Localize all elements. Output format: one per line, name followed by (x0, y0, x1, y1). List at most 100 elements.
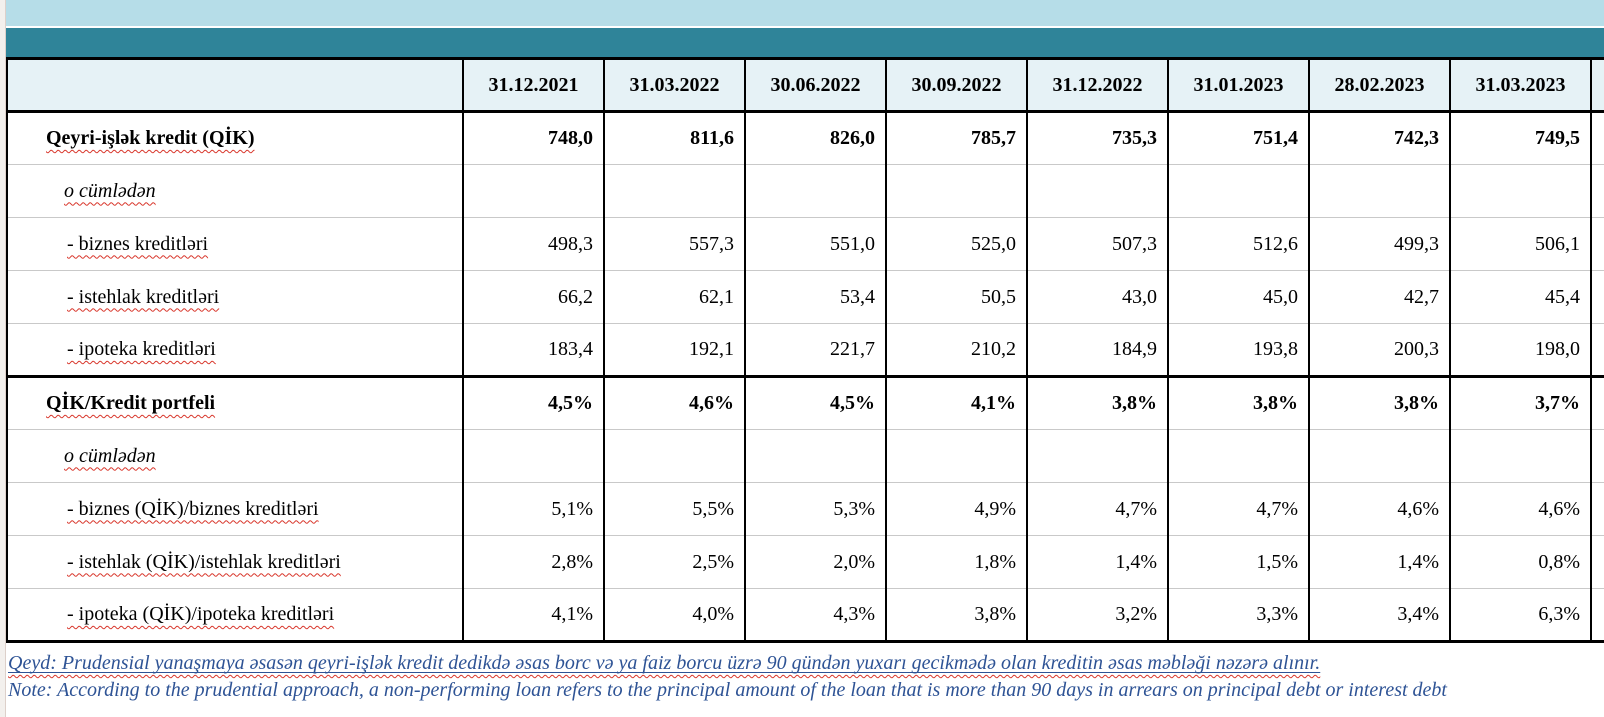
row-label: - istehlak kreditləri (7, 270, 463, 324)
npl-table: 31.12.2021 31.03.2022 30.06.2022 30.09.2022… (6, 57, 1604, 643)
value-cell: 498,3 (462, 217, 604, 271)
value-cell: 3,2% (1026, 588, 1168, 642)
value-cell: 4,0% (603, 588, 745, 642)
value-cell (462, 164, 604, 218)
row-sliver-cell (1590, 323, 1604, 377)
note-az: Qeyd: Prudensial yanaşmaya əsasən qeyri-… (8, 650, 1598, 677)
row-sliver-cell (1590, 217, 1604, 271)
table-row: - istehlak (QİK)/istehlak kreditləri 2,8%… (7, 535, 1604, 589)
value-cell: 45,0 (1167, 270, 1309, 324)
value-cell: 4,5% (462, 375, 604, 430)
value-cell: 1,5% (1167, 535, 1309, 589)
value-cell: 748,0 (462, 111, 604, 165)
row-label-text: - ipoteka kreditləri (67, 338, 216, 360)
value-cell: 551,0 (744, 217, 886, 271)
value-cell: 4,3% (744, 588, 886, 642)
value-cell: 4,5% (744, 375, 886, 430)
value-cell (885, 429, 1027, 483)
value-cell: 43,0 (1026, 270, 1168, 324)
row-label-text: o cümlədən (64, 179, 156, 202)
value-cell: 6,3% (1449, 588, 1591, 642)
column-header: 30.09.2022 (885, 58, 1027, 113)
value-cell: 0,8% (1449, 535, 1591, 589)
row-sliver-cell (1590, 375, 1604, 430)
column-header: 31.03.2023 (1449, 58, 1591, 113)
row-sliver-cell (1590, 164, 1604, 218)
note-en: Note: According to the prudential approa… (8, 677, 1598, 704)
value-cell (1449, 164, 1591, 218)
value-cell: 3,8% (885, 588, 1027, 642)
table-row: QİK/Kredit portfeli 4,5% 4,6% 4,5% 4,1% 3,8% 3… (7, 375, 1604, 430)
value-cell (1308, 429, 1450, 483)
row-label: - istehlak (QİK)/istehlak kreditləri (7, 535, 463, 589)
value-cell: 2,0% (744, 535, 886, 589)
header-sliver-cell (1590, 58, 1604, 113)
value-cell: 5,3% (744, 482, 886, 536)
value-cell: 3,3% (1167, 588, 1309, 642)
value-cell (1449, 429, 1591, 483)
note-az-text: Qeyd: Prudensial yanaşmaya əsasən qeyri-… (8, 652, 1321, 674)
value-cell: 45,4 (1449, 270, 1591, 324)
row-label: - ipoteka (QİK)/ipoteka kreditləri (7, 588, 463, 642)
row-label-text: Qeyri-işlək kredit (QİK) (46, 127, 255, 149)
value-cell: 4,6% (603, 375, 745, 430)
row-label-text: - ipoteka (QİK)/ipoteka kreditləri (67, 603, 335, 625)
value-cell: 5,1% (462, 482, 604, 536)
value-cell: 50,5 (885, 270, 1027, 324)
value-cell: 507,3 (1026, 217, 1168, 271)
value-cell: 193,8 (1167, 323, 1309, 377)
value-cell: 3,4% (1308, 588, 1450, 642)
column-header: 31.12.2021 (462, 58, 604, 113)
value-cell: 3,8% (1308, 375, 1450, 430)
row-label: - ipoteka kreditləri (7, 323, 463, 377)
teal-title-band (6, 28, 1604, 57)
value-cell: 3,8% (1167, 375, 1309, 430)
value-cell: 749,5 (1449, 111, 1591, 165)
value-cell (885, 164, 1027, 218)
value-cell: 785,7 (885, 111, 1027, 165)
value-cell: 512,6 (1167, 217, 1309, 271)
value-cell: 499,3 (1308, 217, 1450, 271)
column-header: 31.12.2022 (1026, 58, 1168, 113)
value-cell: 3,8% (1026, 375, 1168, 430)
value-cell (462, 429, 604, 483)
value-cell: 198,0 (1449, 323, 1591, 377)
value-cell: 3,7% (1449, 375, 1591, 430)
value-cell: 751,4 (1167, 111, 1309, 165)
value-cell: 184,9 (1026, 323, 1168, 377)
header-row: 31.12.2021 31.03.2022 30.06.2022 30.09.2022… (7, 58, 1604, 113)
note-en-text: Note: According to the prudential approa… (8, 679, 1447, 701)
value-cell: 506,1 (1449, 217, 1591, 271)
table-row: o cümlədən (7, 429, 1604, 483)
column-header: 31.01.2023 (1167, 58, 1309, 113)
table-row: - biznes kreditləri 498,3 557,3 551,0 525,0 5… (7, 217, 1604, 271)
value-cell (1308, 164, 1450, 218)
row-label: o cümlədən (7, 429, 463, 483)
value-cell: 4,1% (885, 375, 1027, 430)
table-row: Qeyri-işlək kredit (QİK) 748,0 811,6 826,0 7… (7, 111, 1604, 165)
row-sliver-cell (1590, 482, 1604, 536)
value-cell: 4,7% (1026, 482, 1168, 536)
row-sliver-cell (1590, 429, 1604, 483)
value-cell: 4,9% (885, 482, 1027, 536)
value-cell: 826,0 (744, 111, 886, 165)
table-body: Qeyri-işlək kredit (QİK) 748,0 811,6 826,0 7… (7, 111, 1604, 642)
value-cell: 183,4 (462, 323, 604, 377)
row-label-text: - biznes (QİK)/biznes kreditləri (67, 497, 319, 520)
value-cell: 742,3 (1308, 111, 1450, 165)
row-sliver-cell (1590, 270, 1604, 324)
row-label-text: - istehlak kreditləri (67, 285, 220, 308)
table-row: - istehlak kreditləri 66,2 62,1 53,4 50,5 43,… (7, 270, 1604, 324)
footnotes: Qeyd: Prudensial yanaşmaya əsasən qeyri-… (8, 650, 1598, 704)
value-cell: 811,6 (603, 111, 745, 165)
value-cell (1167, 164, 1309, 218)
value-cell: 210,2 (885, 323, 1027, 377)
value-cell: 5,5% (603, 482, 745, 536)
value-cell: 42,7 (1308, 270, 1450, 324)
row-label-text: - biznes kreditləri (67, 232, 209, 255)
value-cell: 192,1 (603, 323, 745, 377)
row-label: - biznes kreditləri (7, 217, 463, 271)
value-cell: 557,3 (603, 217, 745, 271)
value-cell (744, 164, 886, 218)
table-row: - ipoteka (QİK)/ipoteka kreditləri 4,1% 4,… (7, 588, 1604, 642)
